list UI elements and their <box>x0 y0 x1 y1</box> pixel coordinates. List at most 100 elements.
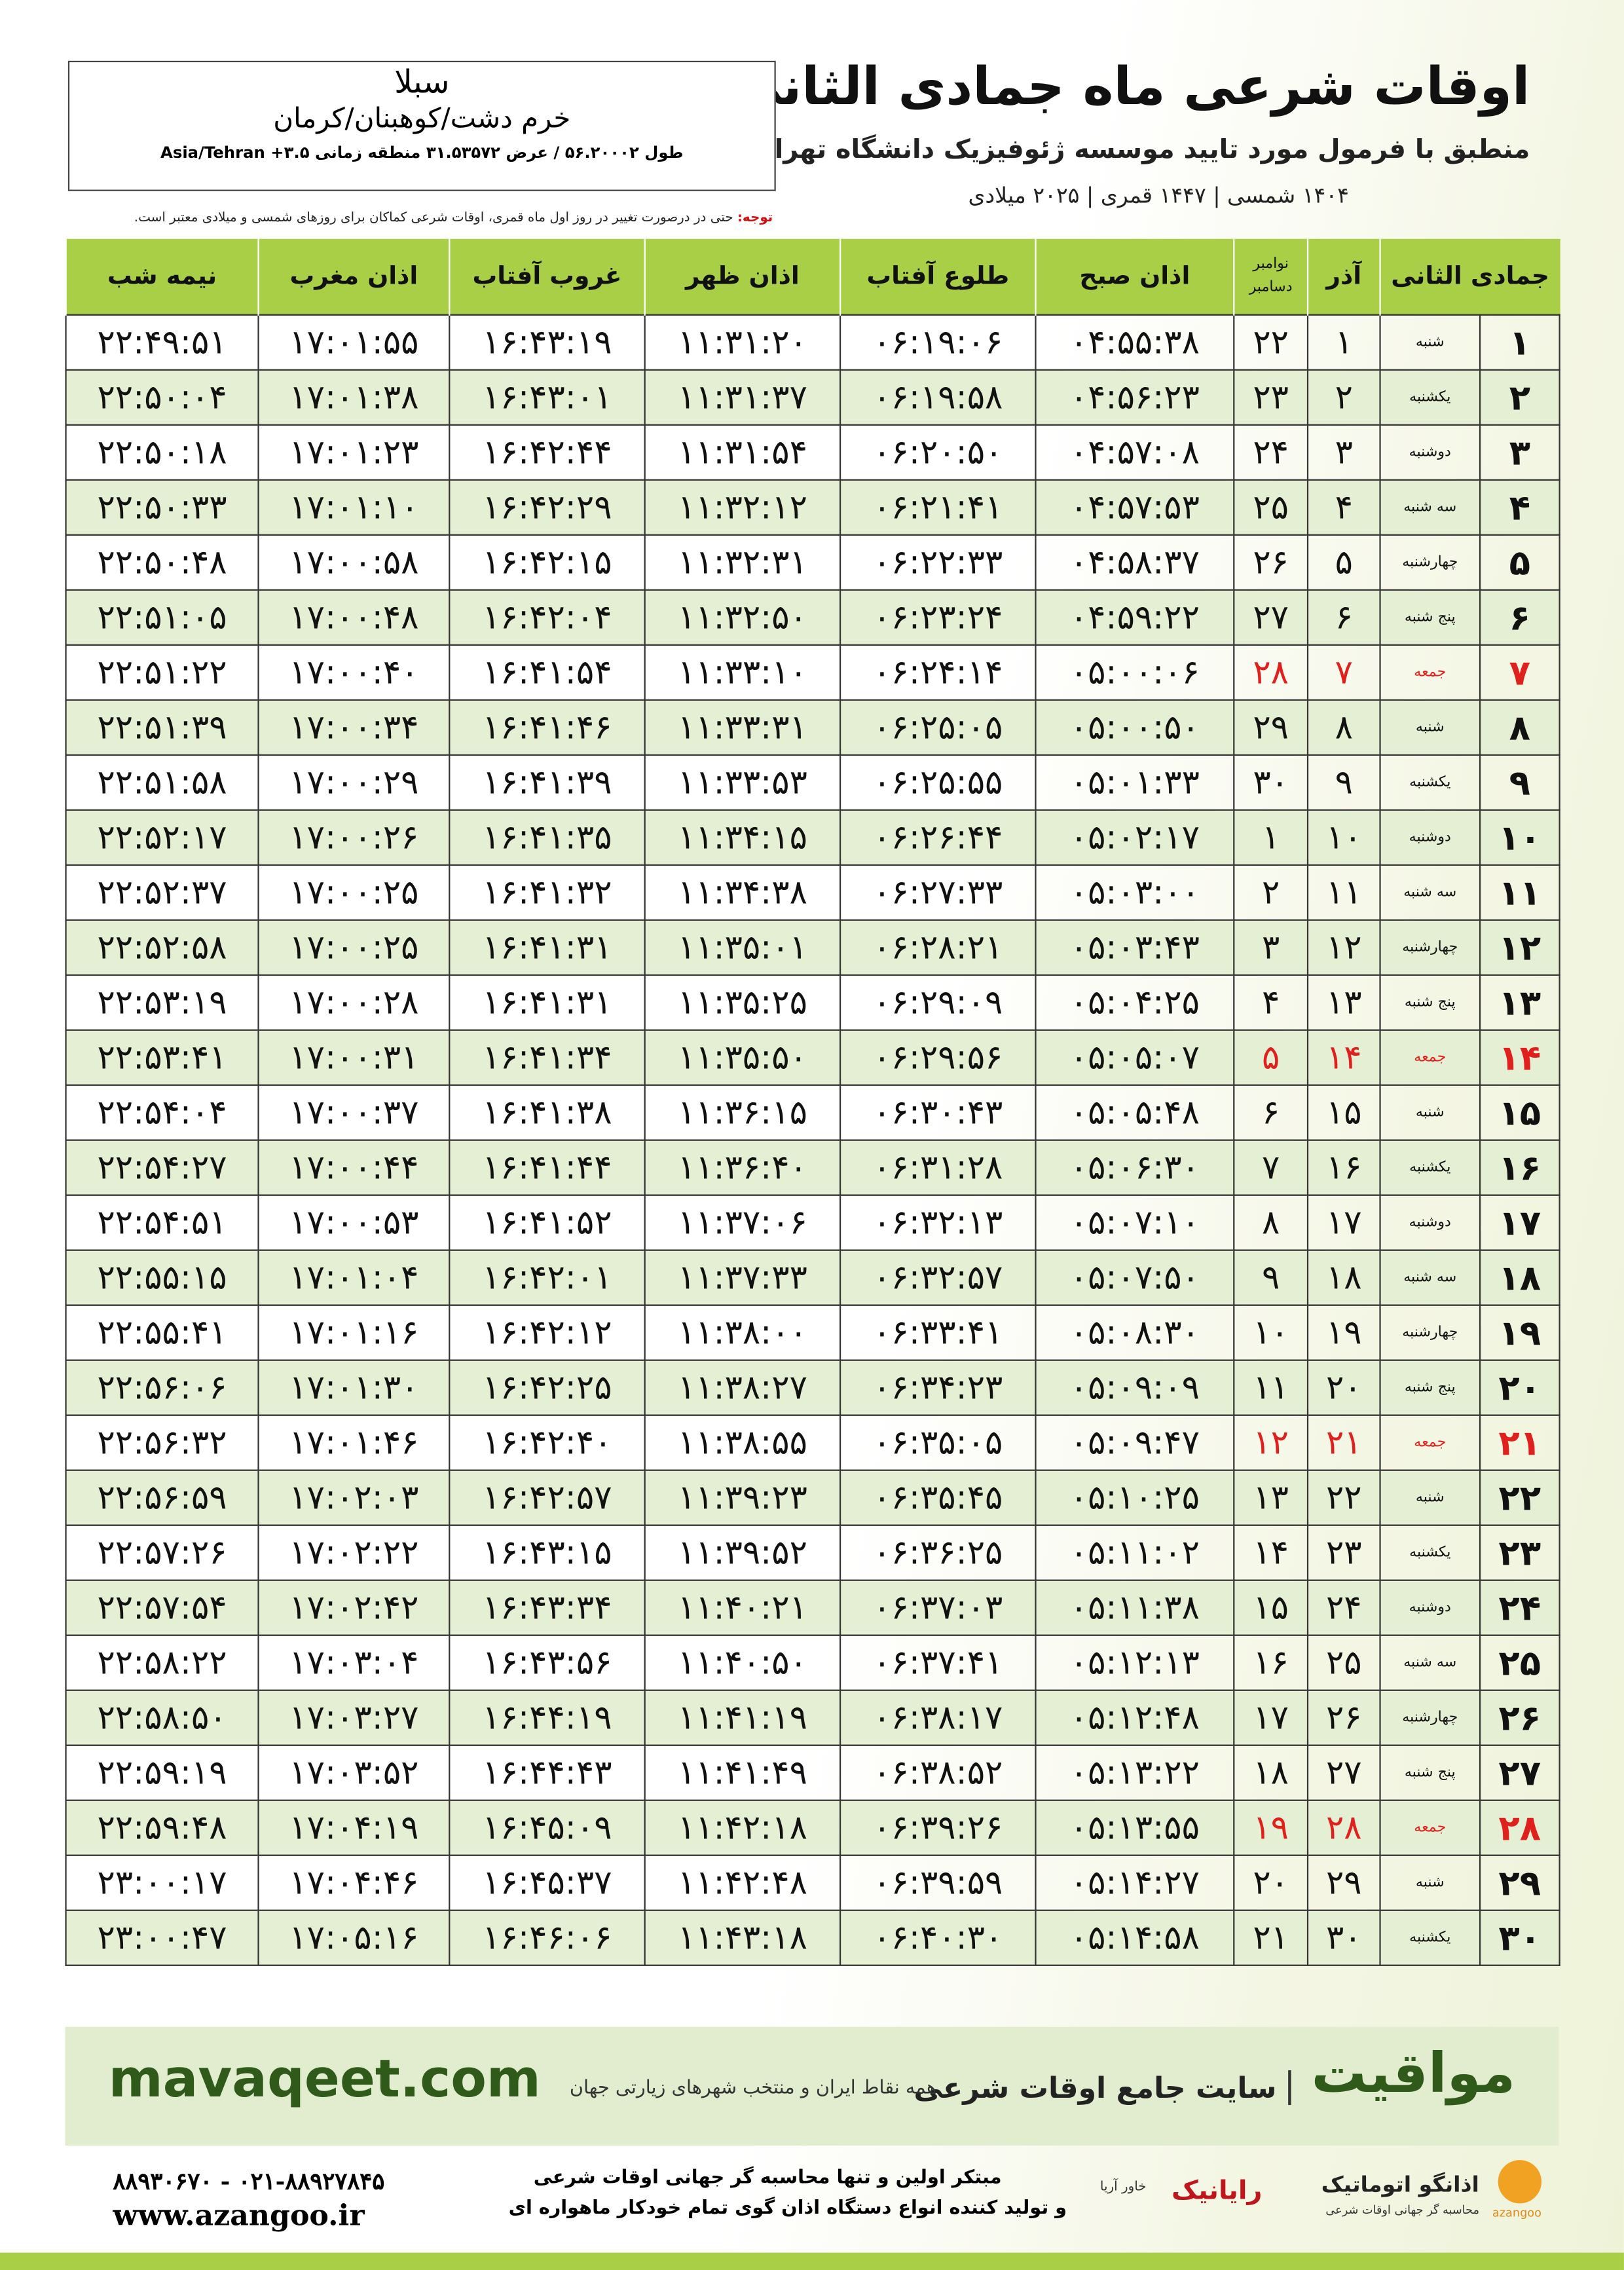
date-cell: چهارشنبه <box>1379 534 1481 591</box>
date-cell: ۱۲ <box>1233 1414 1309 1471</box>
time-cell: ۱۶:۴۵:۰۹ <box>449 1799 646 1856</box>
time-cell: ۱۷:۰۰:۳۴ <box>257 699 451 756</box>
date-cell: ۱۳ <box>1233 1469 1309 1526</box>
date-cell: ۳۰ <box>1306 1909 1381 1966</box>
date-cell: ۱۲ <box>1306 919 1381 976</box>
row: ۲۸ جمعه ۲۸ ۱۹ ۰۵:۱۳:۵۵ ۰۶:۳۹:۲۶ ۱۱:۴۲:۱۸ ۱۶:۴۵:… <box>65 1799 1560 1856</box>
time-cell: ۰۶:۳۱:۲۸ <box>839 1139 1037 1196</box>
row: ۱۶ یکشنبه ۱۶ ۷ ۰۵:۰۶:۳۰ ۰۶:۳۱:۲۸ ۱۱:۳۶:۴۰ ۱۶:۴۱… <box>65 1139 1560 1196</box>
date-cell: ۱۵ <box>1233 1579 1309 1636</box>
time-cell: ۰۵:۰۸:۳۰ <box>1035 1304 1235 1361</box>
time-cell: ۰۶:۲۳:۲۴ <box>839 589 1037 646</box>
time-cell: ۲۲:۵۴:۵۱ <box>65 1194 259 1251</box>
date-cell: ۶ <box>1233 1084 1309 1141</box>
date-cell: سه شنبه <box>1379 1634 1481 1691</box>
time-cell: ۱۶:۴۲:۲۵ <box>449 1359 646 1416</box>
date-cell: ۲۸ <box>1306 1799 1381 1856</box>
time-cell: ۱۶:۴۱:۳۲ <box>449 864 646 921</box>
time-cell: ۱۱:۳۹:۵۲ <box>644 1524 841 1581</box>
time-cell: ۱۶:۴۲:۵۷ <box>449 1469 646 1526</box>
site[interactable]: mavaqeet.com <box>108 2050 541 2110</box>
date-cell: ۲ <box>1306 369 1381 426</box>
date-cell: ۱۶ <box>1479 1139 1560 1196</box>
time-cell: ۲۲:۵۲:۳۷ <box>65 864 259 921</box>
time-cell: ۱۶:۴۲:۱۵ <box>449 534 646 591</box>
time-cell: ۱۷:۰۱:۳۸ <box>257 369 451 426</box>
date-cell: ۳۰ <box>1479 1909 1560 1966</box>
time-cell: ۲۲:۵۹:۴۸ <box>65 1799 259 1856</box>
date-cell: ۱۲ <box>1479 919 1560 976</box>
time-cell: ۲۲:۵۰:۱۸ <box>65 424 259 481</box>
time-cell: ۲۲:۵۲:۵۸ <box>65 919 259 976</box>
date-cell: پنج شنبه <box>1379 974 1481 1031</box>
date-cell: پنج شنبه <box>1379 589 1481 646</box>
coverage: همه نقاط ایران و منتخب شهرهای زیارتی جها… <box>569 2077 937 2100</box>
time-cell: ۱۶:۴۵:۳۷ <box>449 1854 646 1911</box>
date-cell: ۱۸ <box>1233 1744 1309 1801</box>
time-cell: ۲۲:۵۶:۵۹ <box>65 1469 259 1526</box>
date-cell: ۱۷ <box>1233 1689 1309 1746</box>
row: ۲ یکشنبه ۲ ۲۳ ۰۴:۵۶:۲۳ ۰۶:۱۹:۵۸ ۱۱:۳۱:۳۷ ۱۶:۴۳:… <box>65 369 1560 426</box>
date-cell: ۲۱ <box>1479 1414 1560 1471</box>
row: ۶ پنج شنبه ۶ ۲۷ ۰۴:۵۹:۲۲ ۰۶:۲۳:۲۴ ۱۱:۳۲:۵۰ ۱۶:۴… <box>65 589 1560 646</box>
date-cell: جمعه <box>1379 644 1481 701</box>
date-cell: ۲۸ <box>1479 1799 1560 1856</box>
time-cell: ۰۵:۰۴:۲۵ <box>1035 974 1235 1031</box>
time-cell: ۰۶:۲۵:۰۵ <box>839 699 1037 756</box>
date-cell: چهارشنبه <box>1379 1689 1481 1746</box>
date-cell: ۲۲ <box>1479 1469 1560 1526</box>
row: ۱۴ جمعه ۱۴ ۵ ۰۵:۰۵:۰۷ ۰۶:۲۹:۵۶ ۱۱:۳۵:۵۰ ۱۶:۴۱:۳… <box>65 1029 1560 1086</box>
date-cell: ۱ <box>1479 314 1560 371</box>
time-cell: ۱۶:۴۳:۵۶ <box>449 1634 646 1691</box>
location-box: سبلا خرم دشت/کوهبنان/کرمان طول ۵۶.۲۰۰۰۲ … <box>67 60 776 191</box>
logo-sub: محاسبه گر جهانی اوقات شرعی <box>1325 2203 1479 2217</box>
date-cell: ۲۷ <box>1306 1744 1381 1801</box>
date-cell: دوشنبه <box>1379 1194 1481 1251</box>
date-cell: ۲۲ <box>1233 314 1309 371</box>
time-cell: ۱۷:۰۰:۴۴ <box>257 1139 451 1196</box>
date-cell: ۲ <box>1479 369 1560 426</box>
note: توجه: حتی در درصورت تغییر در روز اول ماه… <box>134 212 773 226</box>
brand: مواقیت <box>1311 2041 1516 2106</box>
time-cell: ۲۳:۰۰:۱۷ <box>65 1854 259 1911</box>
date-cell: ۲۰ <box>1479 1359 1560 1416</box>
logo: اذانگو اتوماتیک <box>1321 2171 1479 2198</box>
date-cell: ۲۱ <box>1233 1909 1309 1966</box>
time-cell: ۰۶:۳۳:۴۱ <box>839 1304 1037 1361</box>
time-cell: ۲۲:۵۱:۲۲ <box>65 644 259 701</box>
time-cell: ۱۷:۰۲:۲۲ <box>257 1524 451 1581</box>
logo-icon <box>1498 2160 1541 2204</box>
time-cell: ۱۱:۴۲:۱۸ <box>644 1799 841 1856</box>
time-cell: ۱۱:۳۵:۲۵ <box>644 974 841 1031</box>
time-cell: ۱۶:۴۴:۴۳ <box>449 1744 646 1801</box>
date-cell: یکشنبه <box>1379 1139 1481 1196</box>
time-cell: ۱۱:۳۵:۰۱ <box>644 919 841 976</box>
time-cell: ۱۱:۳۱:۵۴ <box>644 424 841 481</box>
column-header-line: نوامبر <box>1253 256 1289 272</box>
date-cell: ۷ <box>1479 644 1560 701</box>
time-cell: ۰۵:۱۲:۴۸ <box>1035 1689 1235 1746</box>
date-cell: ۲۴ <box>1306 1579 1381 1636</box>
date-cell: ۳ <box>1306 424 1381 481</box>
web[interactable]: www.azangoo.ir <box>113 2197 365 2233</box>
date-cell: شنبه <box>1379 314 1481 371</box>
time-cell: ۱۶:۴۲:۴۴ <box>449 424 646 481</box>
time-cell: ۰۶:۱۹:۰۶ <box>839 314 1037 371</box>
tagline: مبتکر اولین و تنها محاسبه گر جهانی اوقات… <box>533 2167 1002 2189</box>
date-cell: ۱۴ <box>1306 1029 1381 1086</box>
time-cell: ۰۴:۵۶:۲۳ <box>1035 369 1235 426</box>
date-cell: ۱۰ <box>1479 809 1560 866</box>
time-cell: ۱۱:۳۳:۵۳ <box>644 754 841 811</box>
note-text: حتی در درصورت تغییر در روز اول ماه قمری،… <box>134 211 733 226</box>
date-cell: ۱۵ <box>1479 1084 1560 1141</box>
time-cell: ۲۲:۵۲:۱۷ <box>65 809 259 866</box>
title: اوقات شرعی ماه جمادی الثانی <box>729 58 1530 118</box>
time-cell: ۰۵:۰۷:۵۰ <box>1035 1249 1235 1306</box>
time-cell: ۱۷:۰۰:۳۱ <box>257 1029 451 1086</box>
time-cell: ۲۲:۵۳:۱۹ <box>65 974 259 1031</box>
time-cell: ۰۶:۳۰:۴۳ <box>839 1084 1037 1141</box>
row: ۸ شنبه ۸ ۲۹ ۰۵:۰۰:۵۰ ۰۶:۲۵:۰۵ ۱۱:۳۳:۳۱ ۱۶:۴۱:۴۶… <box>65 699 1560 756</box>
date-cell: جمعه <box>1379 1029 1481 1086</box>
time-cell: ۰۶:۱۹:۵۸ <box>839 369 1037 426</box>
time-cell: ۰۵:۰۲:۱۷ <box>1035 809 1235 866</box>
